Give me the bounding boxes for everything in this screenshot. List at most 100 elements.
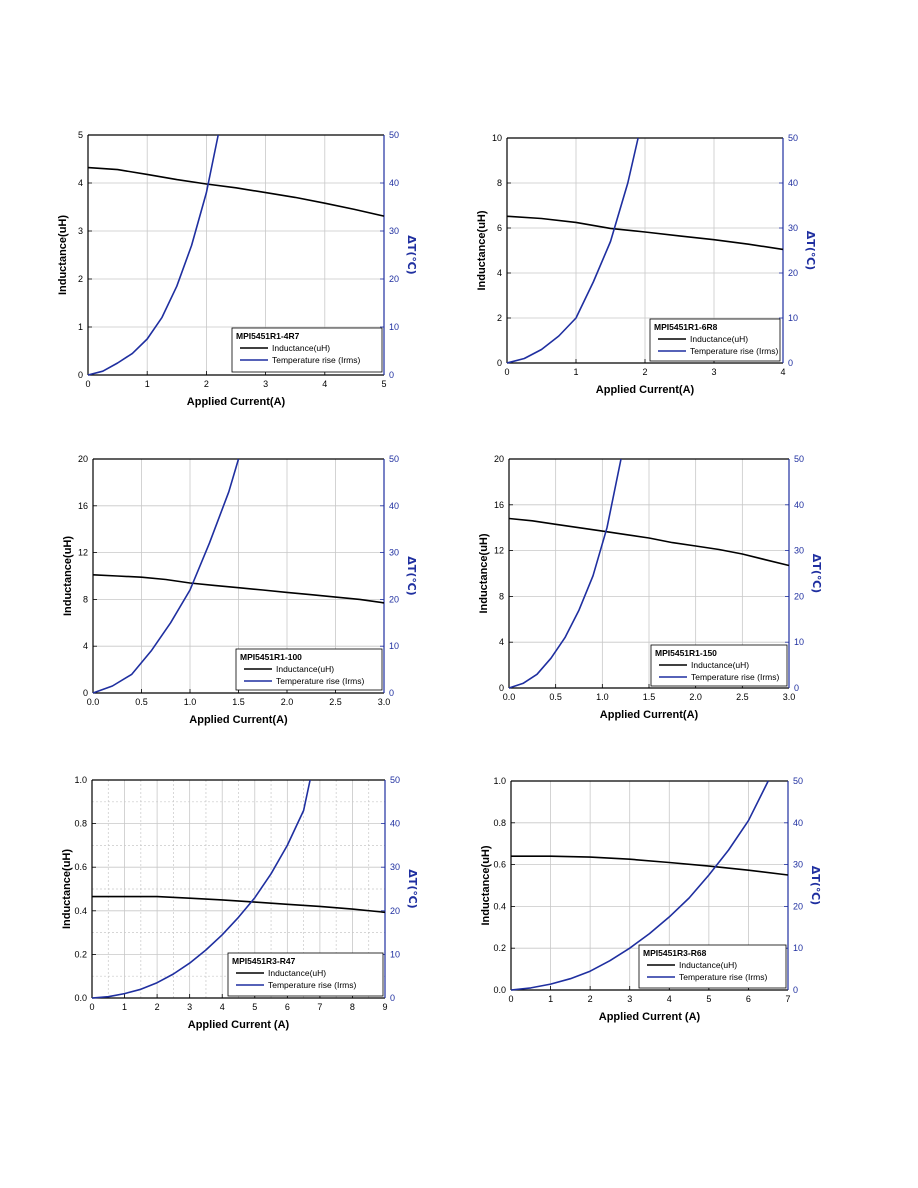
y2-tick-label: 50 (788, 133, 798, 143)
y2-axis-title: ΔT(℃) (406, 869, 419, 908)
y-tick-label: 8 (497, 178, 502, 188)
inductance-line (506, 215, 784, 251)
y2-tick-label: 40 (794, 500, 804, 510)
legend-title: MPI5451R3-R47 (232, 956, 296, 966)
y2-tick-label: 40 (390, 819, 400, 829)
y2-tick-label: 30 (794, 546, 804, 556)
y-tick-label: 0.0 (493, 985, 506, 995)
x-tick-label: 1 (573, 367, 578, 377)
y-tick-label: 1.0 (493, 776, 506, 786)
x-axis-title: Applied Current(A) (596, 384, 695, 396)
y2-axis-title: ΔT(℃) (810, 554, 823, 593)
legend-box (638, 944, 787, 989)
inductance-line (92, 574, 385, 604)
temperature-rise-line (91, 779, 311, 999)
y2-tick-label: 20 (793, 901, 803, 911)
legend-title: MPI5451R1-4R7 (236, 331, 300, 341)
temperature-rise-line (87, 134, 219, 376)
y2-tick-label: 50 (389, 454, 399, 464)
y-axis-title: Inductance(uH) (478, 533, 490, 613)
y2-tick-label: 10 (788, 313, 798, 323)
y-tick-label: 0.2 (74, 949, 87, 959)
legend-entry: Temperature rise (Irms) (691, 672, 779, 682)
x-tick-label: 1 (548, 994, 553, 1004)
y2-axis-title: ΔT(℃) (405, 235, 418, 274)
legend-title: MPI5451R3-R68 (643, 948, 707, 958)
y2-tick-label: 0 (389, 370, 394, 380)
x-tick-label: 5 (381, 379, 386, 389)
y-tick-label: 1 (78, 322, 83, 332)
y2-tick-label: 20 (390, 906, 400, 916)
y-tick-label: 0 (83, 688, 88, 698)
legend-entry: Temperature rise (Irms) (276, 676, 364, 686)
x-tick-label: 0.5 (135, 697, 148, 707)
inductance-line (87, 166, 385, 217)
y2-tick-label: 40 (389, 501, 399, 511)
y2-tick-label: 20 (389, 594, 399, 604)
x-tick-label: 1.0 (184, 697, 197, 707)
y-axis-title: Inductance(uH) (476, 210, 488, 290)
y2-axis-title: ΔT(℃) (804, 231, 817, 270)
x-tick-label: 0.0 (87, 697, 100, 707)
y-tick-label: 0.0 (74, 993, 87, 1003)
x-tick-label: 3 (187, 1002, 192, 1012)
y-tick-label: 16 (494, 500, 504, 510)
y-tick-label: 20 (494, 454, 504, 464)
x-tick-label: 4 (667, 994, 672, 1004)
legend-title: MPI5451R1-150 (655, 648, 717, 658)
temperature-rise-line (508, 458, 622, 689)
x-tick-label: 1.5 (643, 692, 656, 702)
y-tick-label: 20 (78, 454, 88, 464)
x-axis-title: Applied Current (A) (188, 1019, 290, 1031)
x-tick-label: 6 (746, 994, 751, 1004)
x-tick-label: 0 (89, 1002, 94, 1012)
legend-box (227, 952, 384, 997)
x-tick-label: 4 (220, 1002, 225, 1012)
x-tick-label: 1.5 (232, 697, 245, 707)
y2-tick-label: 10 (390, 949, 400, 959)
x-axis-title: Applied Current(A) (189, 714, 288, 726)
y-tick-label: 2 (497, 313, 502, 323)
x-tick-label: 2 (204, 379, 209, 389)
legend-entry: Temperature rise (Irms) (690, 346, 778, 356)
legend-title: MPI5451R1-100 (240, 652, 302, 662)
y-tick-label: 0 (497, 358, 502, 368)
y2-tick-label: 0 (794, 683, 799, 693)
legend-entry: Temperature rise (Irms) (268, 980, 356, 990)
legend-box (231, 327, 383, 373)
x-tick-label: 0.5 (549, 692, 562, 702)
y-tick-label: 0.2 (493, 943, 506, 953)
legend-title: MPI5451R1-6R8 (654, 322, 718, 332)
x-tick-label: 2 (642, 367, 647, 377)
x-tick-label: 5 (706, 994, 711, 1004)
y2-axis-title: ΔT(℃) (809, 866, 822, 905)
y2-tick-label: 10 (389, 641, 399, 651)
y2-tick-label: 30 (389, 548, 399, 558)
x-tick-label: 7 (317, 1002, 322, 1012)
y-tick-label: 0.4 (74, 906, 87, 916)
y2-tick-label: 10 (389, 322, 399, 332)
x-axis-title: Applied Current (A) (599, 1011, 701, 1023)
y-tick-label: 6 (497, 223, 502, 233)
inductance-line (508, 517, 790, 567)
y-tick-label: 5 (78, 130, 83, 140)
legend-entry: Inductance(uH) (272, 343, 330, 353)
y-tick-label: 2 (78, 274, 83, 284)
x-tick-label: 3 (711, 367, 716, 377)
legend-entry: Inductance(uH) (679, 960, 737, 970)
y-tick-label: 4 (83, 641, 88, 651)
inductance-line (511, 855, 789, 876)
y-tick-label: 16 (78, 501, 88, 511)
legend-entry: Temperature rise (Irms) (272, 355, 360, 365)
x-tick-label: 9 (382, 1002, 387, 1012)
x-tick-label: 4 (322, 379, 327, 389)
x-tick-label: 1 (122, 1002, 127, 1012)
x-tick-label: 2.5 (736, 692, 749, 702)
y-tick-label: 4 (497, 268, 502, 278)
x-tick-label: 3 (263, 379, 268, 389)
x-tick-label: 0 (85, 379, 90, 389)
y2-tick-label: 40 (389, 178, 399, 188)
